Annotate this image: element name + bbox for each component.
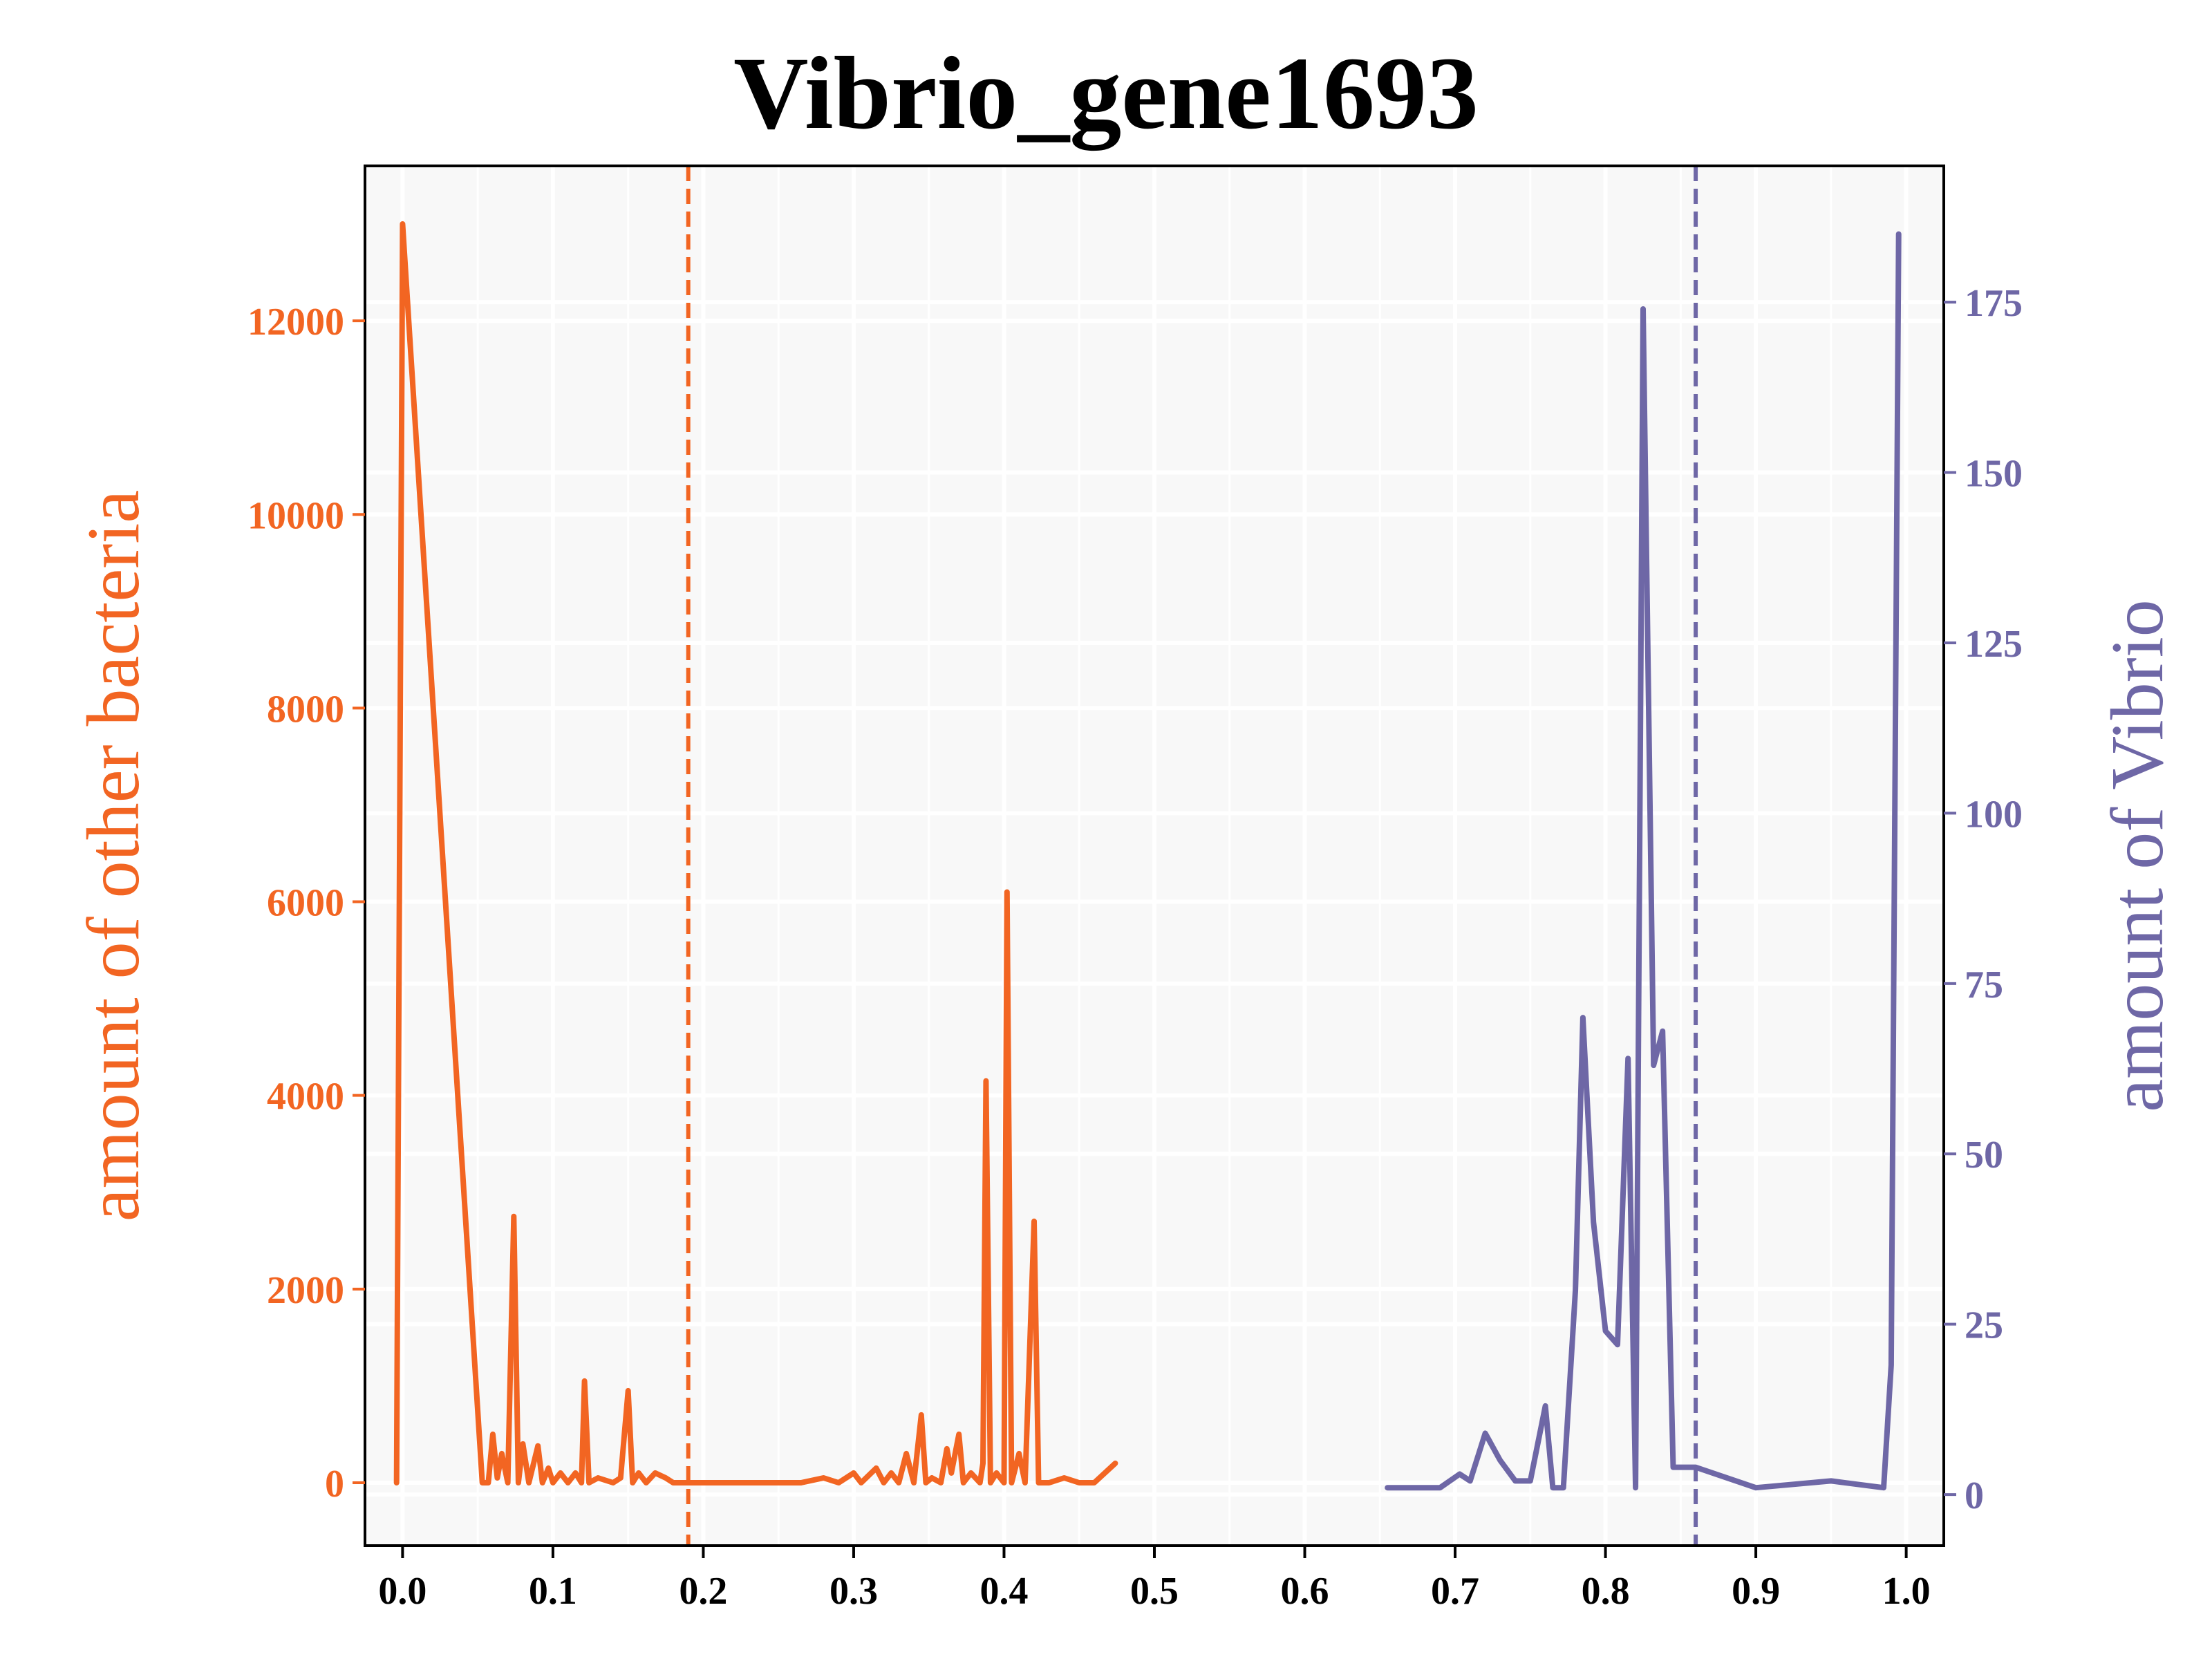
y-tick-label: 2000: [267, 1269, 344, 1312]
y2-tick-label: 25: [1965, 1304, 2003, 1347]
y-tick-label: 4000: [267, 1076, 344, 1118]
x-tick-label: 0.0: [378, 1570, 427, 1613]
x-tick-label: 0.3: [830, 1570, 878, 1613]
x-tick-label: 0.9: [1732, 1570, 1780, 1613]
y2-tick-label: 175: [1965, 282, 2023, 325]
x-tick-label: 0.8: [1582, 1570, 1630, 1613]
y2-tick-label: 150: [1965, 453, 2023, 496]
y-tick-label: 10000: [247, 494, 344, 537]
x-tick-label: 0.6: [1281, 1570, 1329, 1613]
x-axis: 0.0 0.1 0.2 0.3 0.4 0.5 0.6 0.7 0.8 0.9 1.0: [378, 1546, 1931, 1613]
y-axis-right: 0 25 50 75 100 125 150 175: [1944, 282, 2023, 1517]
chart-title: Vibrio_gene1693: [733, 36, 1479, 151]
reference-lines: [686, 166, 1698, 1546]
y2-tick-label: 75: [1965, 964, 2003, 1006]
y2-tick-label: 125: [1965, 623, 2023, 666]
y2-tick-label: 50: [1965, 1134, 2003, 1177]
x-tick-label: 0.2: [679, 1570, 727, 1613]
y-tick-label: 6000: [267, 882, 344, 925]
series-line-left: [393, 221, 1118, 1485]
y-tick-label: 0: [325, 1463, 344, 1506]
series-line-right: [1385, 231, 1902, 1491]
y-axis-left: 0 2000 4000 6000 8000 10000 12000: [247, 301, 365, 1506]
y-axis-left-label: amount of other bacteria: [73, 490, 155, 1222]
y-tick-label: 8000: [267, 688, 344, 731]
x-tick-label: 0.5: [1130, 1570, 1179, 1613]
y-tick-label: 12000: [247, 301, 344, 344]
x-tick-label: 1.0: [1882, 1570, 1931, 1613]
x-tick-label: 0.4: [980, 1570, 1028, 1613]
y2-tick-label: 100: [1965, 793, 2023, 836]
y-axis-right-label: amount of Vibrio: [2097, 599, 2179, 1112]
x-tick-label: 0.1: [529, 1570, 577, 1613]
grid: [365, 166, 1944, 1546]
data-series: [393, 221, 1902, 1491]
y2-tick-label: 0: [1965, 1474, 1984, 1517]
x-tick-label: 0.7: [1431, 1570, 1479, 1613]
